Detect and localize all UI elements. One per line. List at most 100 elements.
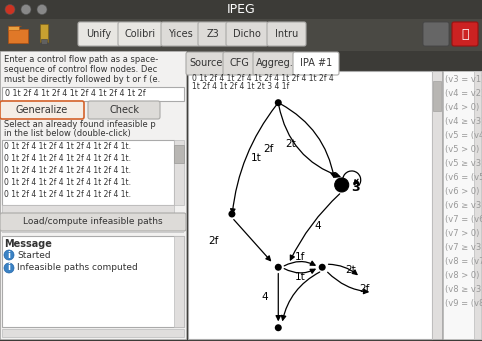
Text: (v6 > 0): (v6 > 0) xyxy=(445,187,480,196)
Text: 1t 2f 4 1t 2f 4 1t 2t 3 4 1f: 1t 2f 4 1t 2f 4 1t 2t 3 4 1f xyxy=(192,82,289,91)
Text: Intru: Intru xyxy=(275,29,298,39)
Bar xyxy=(188,71,432,339)
FancyBboxPatch shape xyxy=(161,22,200,46)
Text: 0 1t 2f 4 1t 2f 4 1t 2f 4 1t 2f 4 1t 2f 4: 0 1t 2f 4 1t 2f 4 1t 2f 4 1t 2f 4 1t 2f … xyxy=(192,74,334,83)
Text: (v7 > 0): (v7 > 0) xyxy=(445,229,480,238)
Text: 0 1t 2f 4 1t 2f 4 1t 2f 4 1t 2f 4 1t.: 0 1t 2f 4 1t 2f 4 1t 2f 4 1t 2f 4 1t. xyxy=(4,166,131,175)
Text: (v6 = (v5: (v6 = (v5 xyxy=(445,173,482,182)
Text: 1t: 1t xyxy=(295,272,306,282)
Bar xyxy=(2,236,184,327)
FancyBboxPatch shape xyxy=(198,22,228,46)
FancyBboxPatch shape xyxy=(452,22,478,46)
Text: Source: Source xyxy=(189,58,223,68)
Circle shape xyxy=(228,210,235,218)
Text: Yices: Yices xyxy=(168,29,193,39)
Text: Started: Started xyxy=(17,251,51,260)
Circle shape xyxy=(21,4,31,15)
Text: 2f: 2f xyxy=(209,236,219,246)
FancyBboxPatch shape xyxy=(223,52,256,75)
Text: must be directly followed by t or f (e.: must be directly followed by t or f (e. xyxy=(4,75,160,84)
Text: 2t: 2t xyxy=(285,139,295,149)
FancyBboxPatch shape xyxy=(186,52,226,75)
Circle shape xyxy=(319,264,326,271)
Text: in the list below (double-click): in the list below (double-click) xyxy=(4,129,131,138)
Text: (v6 ≥ v3): (v6 ≥ v3) xyxy=(445,201,482,210)
Circle shape xyxy=(275,99,282,106)
Text: i: i xyxy=(8,264,11,272)
Text: 0 1t 2f 4 1t 2f 4 1t 2f 4 1t 2f 4 1t 2f: 0 1t 2f 4 1t 2f 4 1t 2f 4 1t 2f 4 1t 2f xyxy=(5,89,146,99)
Text: (v8 = (v7: (v8 = (v7 xyxy=(445,257,482,266)
Bar xyxy=(0,51,186,339)
Bar xyxy=(41,39,47,44)
Text: (v9 = (v8: (v9 = (v8 xyxy=(445,299,482,308)
FancyBboxPatch shape xyxy=(0,213,186,231)
Text: 0 1t 2f 4 1t 2f 4 1t 2f 4 1t 2f 4 1t.: 0 1t 2f 4 1t 2f 4 1t 2f 4 1t 2f 4 1t. xyxy=(4,178,131,187)
Text: Enter a control flow path as a space-: Enter a control flow path as a space- xyxy=(4,55,158,64)
FancyBboxPatch shape xyxy=(118,22,162,46)
Text: i: i xyxy=(8,251,11,260)
Text: 2t: 2t xyxy=(345,265,356,275)
Text: Load/compute infeasible paths: Load/compute infeasible paths xyxy=(23,218,163,226)
FancyBboxPatch shape xyxy=(253,52,296,75)
Text: 0 1t 2f 4 1t 2f 4 1t 2f 4 1t 2f 4 1t.: 0 1t 2f 4 1t 2f 4 1t 2f 4 1t 2f 4 1t. xyxy=(4,154,131,163)
Text: (v8 ≥ v3): (v8 ≥ v3) xyxy=(445,285,482,294)
Circle shape xyxy=(5,4,15,15)
Circle shape xyxy=(335,178,348,192)
Text: 2f: 2f xyxy=(263,144,273,154)
FancyBboxPatch shape xyxy=(267,22,306,46)
Circle shape xyxy=(37,4,47,15)
Circle shape xyxy=(4,263,14,273)
Text: (v5 = (v4: (v5 = (v4 xyxy=(445,131,482,140)
Bar xyxy=(2,140,174,205)
Circle shape xyxy=(4,250,14,260)
Text: Infeasible paths computed: Infeasible paths computed xyxy=(17,264,138,272)
Text: ⏻: ⏻ xyxy=(461,28,469,41)
FancyBboxPatch shape xyxy=(88,101,160,119)
Text: 4: 4 xyxy=(315,221,321,231)
FancyBboxPatch shape xyxy=(0,101,84,119)
Text: Unify: Unify xyxy=(86,29,111,39)
Bar xyxy=(0,19,482,51)
Text: 0 1t 2f 4 1t 2f 4 1t 2f 4 1t 2f 4 1t.: 0 1t 2f 4 1t 2f 4 1t 2f 4 1t 2f 4 1t. xyxy=(4,142,131,151)
Text: 0 1t 2f 4 1t 2f 4 1t 2f 4 1t 2f 4 1t.: 0 1t 2f 4 1t 2f 4 1t 2f 4 1t 2f 4 1t. xyxy=(4,190,131,199)
Bar xyxy=(433,81,441,111)
Bar xyxy=(2,205,174,213)
Text: (v8 > 0): (v8 > 0) xyxy=(445,271,480,280)
Text: (v4 ≥ v3): (v4 ≥ v3) xyxy=(445,117,482,126)
Text: CFG: CFG xyxy=(229,58,250,68)
Bar xyxy=(2,329,184,337)
Bar xyxy=(174,145,184,163)
FancyBboxPatch shape xyxy=(226,22,268,46)
Text: 2f: 2f xyxy=(359,284,369,294)
Bar xyxy=(2,87,184,101)
FancyBboxPatch shape xyxy=(423,22,449,46)
Text: 1t: 1t xyxy=(251,153,262,163)
Text: Z3: Z3 xyxy=(207,29,219,39)
Bar xyxy=(443,71,482,339)
Text: (v5 > 0): (v5 > 0) xyxy=(445,145,479,154)
Text: 1f: 1f xyxy=(295,252,306,262)
Text: 4: 4 xyxy=(261,293,268,302)
Text: Select an already found infeasible p: Select an already found infeasible p xyxy=(4,120,156,129)
Text: Colibri: Colibri xyxy=(124,29,156,39)
Text: Message: Message xyxy=(4,239,52,249)
Bar xyxy=(0,0,482,19)
Circle shape xyxy=(275,324,282,331)
Text: (v3 = v1): (v3 = v1) xyxy=(445,75,482,84)
FancyBboxPatch shape xyxy=(293,52,339,75)
Text: (v4 > 0): (v4 > 0) xyxy=(445,103,479,112)
Text: sequence of control flow nodes. Dec: sequence of control flow nodes. Dec xyxy=(4,65,157,74)
Bar xyxy=(432,71,442,339)
Text: 3: 3 xyxy=(351,181,360,194)
Bar xyxy=(2,232,184,233)
Text: Dicho: Dicho xyxy=(233,29,261,39)
Text: IPA #1: IPA #1 xyxy=(300,58,332,68)
Text: (v4 = v2): (v4 = v2) xyxy=(445,89,482,98)
Bar xyxy=(8,29,28,43)
Text: IPEG: IPEG xyxy=(227,3,255,16)
Circle shape xyxy=(275,264,282,271)
Text: (v5 ≥ v3): (v5 ≥ v3) xyxy=(445,159,482,168)
Bar xyxy=(174,236,184,327)
Bar xyxy=(174,140,184,205)
FancyBboxPatch shape xyxy=(78,22,120,46)
